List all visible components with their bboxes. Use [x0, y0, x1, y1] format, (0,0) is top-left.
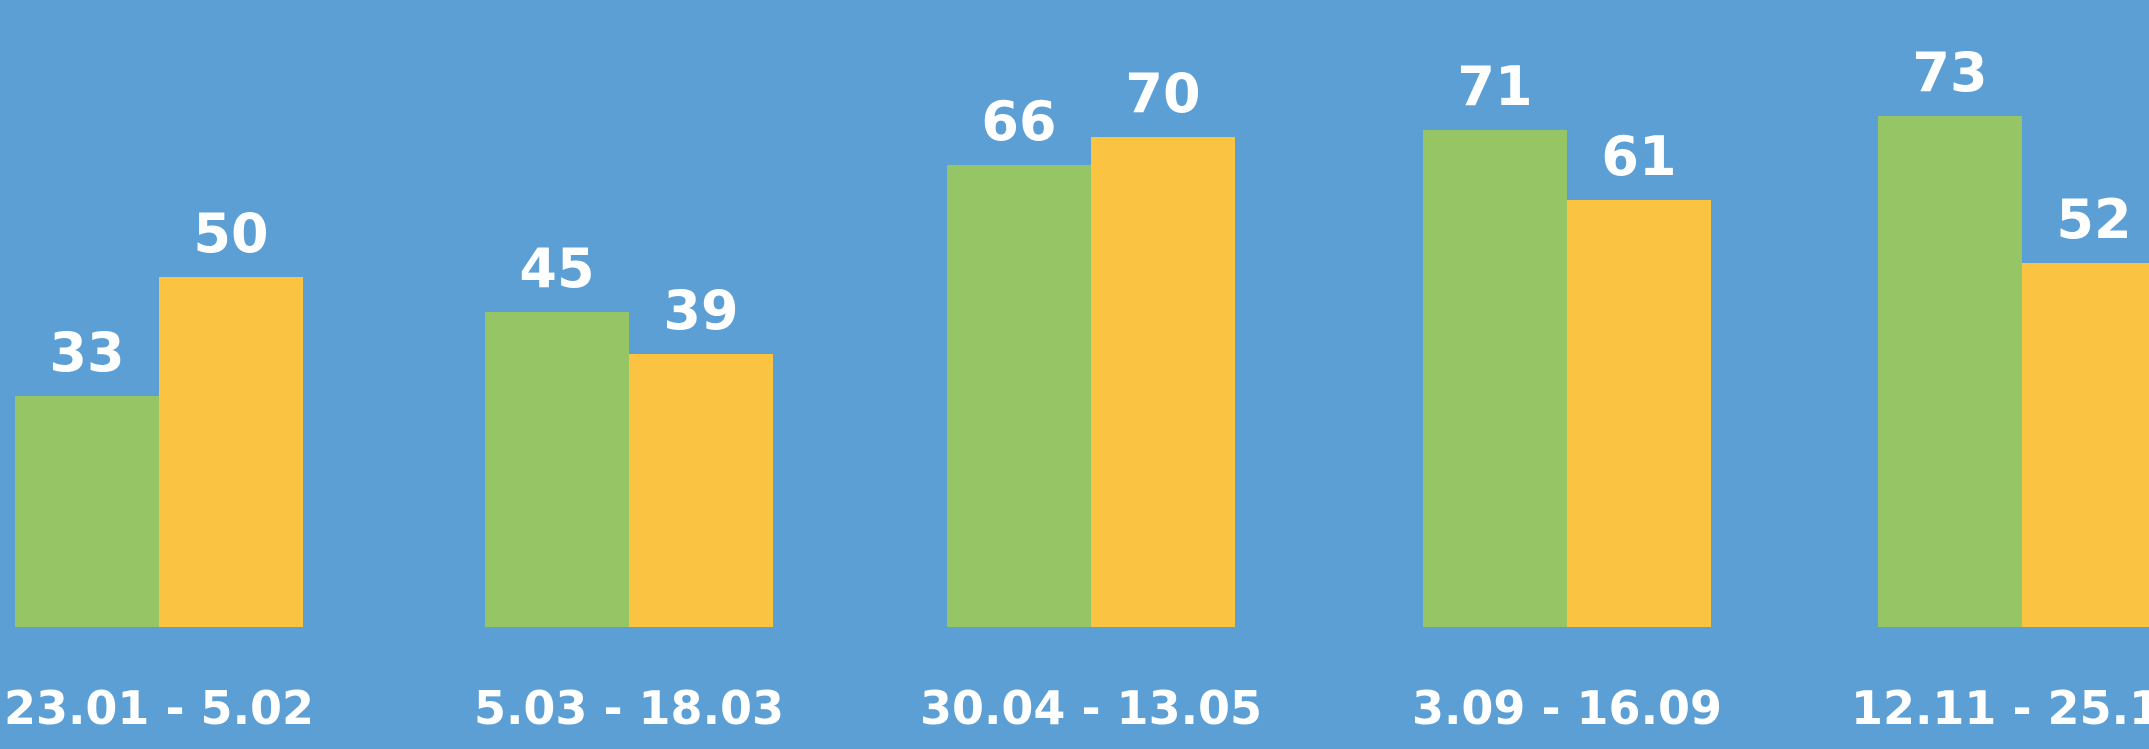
bar-series-1-2 — [485, 312, 629, 627]
bar-series-2-1 — [159, 277, 303, 627]
data-label-series-2-4: 61 — [1601, 125, 1676, 188]
data-label-series-1-3: 66 — [981, 90, 1056, 153]
category-label-3: 30.04 - 13.05 — [920, 681, 1262, 735]
category-label-4: 3.09 - 16.09 — [1412, 681, 1722, 735]
category-label-5: 12.11 - 25.11 — [1851, 681, 2149, 735]
category-label-1: 23.01 - 5.02 — [4, 681, 314, 735]
data-label-series-2-5: 52 — [2056, 188, 2131, 251]
bar-series-2-5 — [2022, 263, 2149, 627]
bar-series-1-3 — [947, 165, 1091, 627]
data-label-series-1-5: 73 — [1912, 41, 1987, 104]
bars-layer — [15, 116, 2149, 627]
bar-series-1-5 — [1878, 116, 2022, 627]
bar-series-1-4 — [1423, 130, 1567, 627]
data-label-series-1-1: 33 — [49, 321, 124, 384]
category-label-2: 5.03 - 18.03 — [474, 681, 784, 735]
labels-layer: 33 50 23.01 - 5.02 45 39 5.03 - 18.03 66 70 30.0… — [4, 41, 2149, 735]
bar-series-2-4 — [1567, 200, 1711, 627]
data-label-series-1-4: 71 — [1457, 55, 1532, 118]
data-label-series-2-2: 39 — [663, 279, 738, 342]
bar-series-1-1 — [15, 396, 159, 627]
bar-series-2-3 — [1091, 137, 1235, 627]
data-label-series-2-1: 50 — [193, 202, 268, 265]
bar-series-2-2 — [629, 354, 773, 627]
data-label-series-2-3: 70 — [1125, 62, 1200, 125]
data-label-series-1-2: 45 — [519, 237, 594, 300]
